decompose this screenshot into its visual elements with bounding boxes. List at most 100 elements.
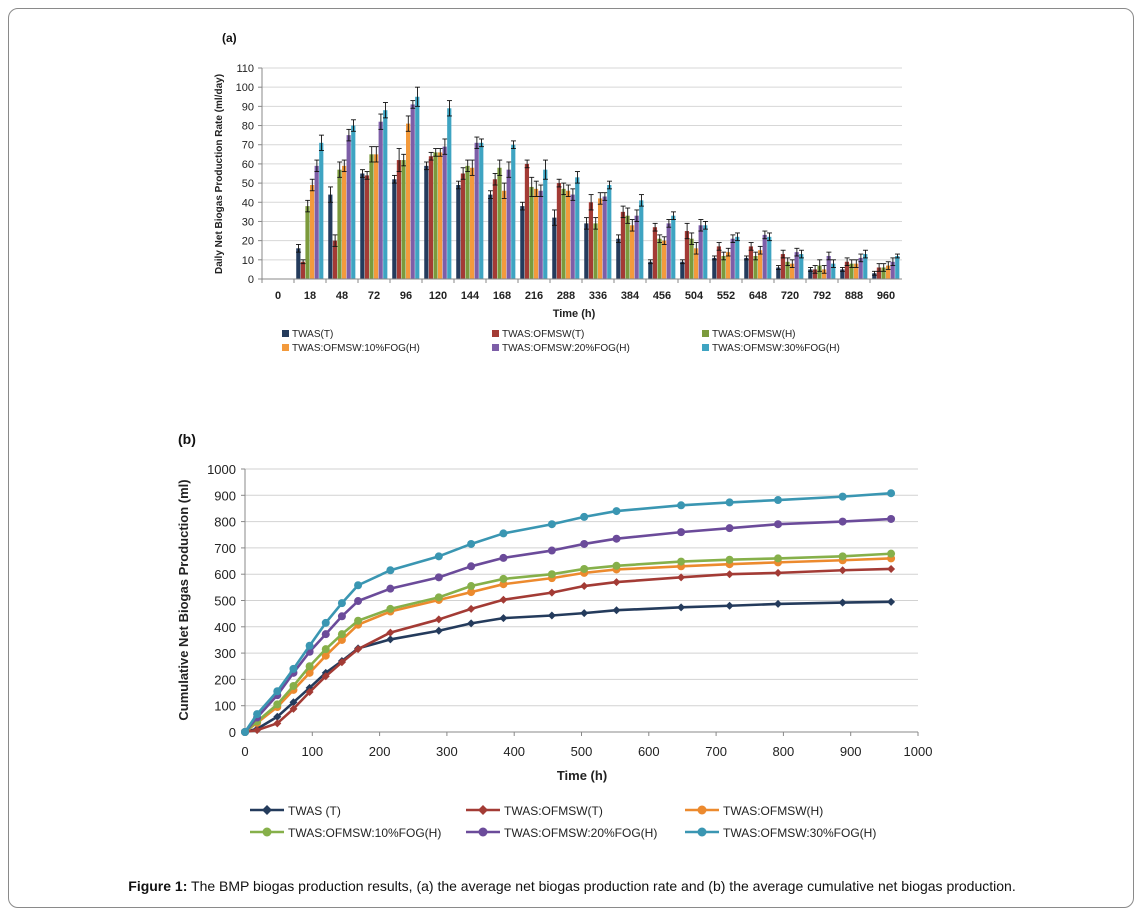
chart-b-point: [774, 599, 783, 608]
chart-a-x-axis-label: Time (h): [553, 308, 596, 320]
chart-a-x-tick-label: 552: [717, 290, 735, 302]
chart-a-bar: [872, 273, 877, 279]
chart-b-point: [612, 534, 621, 543]
chart-b-y-tick-label: 900: [214, 488, 236, 503]
chart-b-y-tick-label: 600: [214, 567, 236, 582]
chart-b-point: [273, 719, 282, 728]
chart-a-bar: [748, 246, 754, 279]
chart-a-legend-swatch: [702, 330, 709, 337]
figure-frame: [8, 8, 1134, 908]
chart-a-legend-swatch: [702, 344, 709, 351]
chart-b-legend-label: TWAS:OFMSW(T): [504, 804, 603, 818]
chart-a-x-tick-label: 504: [685, 290, 704, 302]
chart-b-legend-marker: [262, 805, 272, 815]
chart-b-point: [289, 664, 298, 673]
chart-b-point: [499, 529, 508, 538]
chart-b-point: [725, 601, 734, 610]
chart-b-point: [273, 700, 282, 709]
caption-label: Figure 1:: [128, 878, 188, 894]
chart-a-bar: [648, 261, 653, 279]
chart-a-bar: [575, 177, 580, 279]
chart-a-bar: [351, 125, 356, 279]
chart-b: (b) 0 100 200 300 400 500 600 700 800 900 1000 0 10…: [176, 431, 932, 840]
chart-b-series: [241, 489, 896, 736]
chart-a-bar: [602, 196, 607, 279]
chart-a-bar: [863, 254, 868, 279]
chart-a-bar: [840, 269, 845, 279]
chart-a-bar: [703, 225, 708, 279]
chart-a-x-tick-label: 336: [589, 290, 607, 302]
chart-a-bar: [712, 257, 717, 279]
chart-a-y-tick-label: 50: [242, 178, 254, 190]
chart-b-point: [580, 539, 589, 548]
chart-b-point: [612, 561, 621, 570]
chart-b-point: [386, 635, 395, 644]
chart-a-bar: [844, 261, 850, 279]
chart-a-bar: [671, 215, 676, 279]
chart-a-bar: [383, 110, 388, 279]
chart-a-x-tick-label: 456: [653, 290, 671, 302]
chart-a-bar: [698, 225, 703, 279]
chart-b-series-line: [244, 552, 892, 733]
chart-b-point: [321, 630, 330, 639]
chart-b-x-axis-label: Time (h): [557, 768, 607, 783]
chart-b-point: [434, 573, 443, 582]
chart-b-point: [434, 626, 443, 635]
chart-b-point: [547, 588, 556, 597]
chart-b-y-tick-label: 500: [214, 594, 236, 609]
chart-b-legend-label: TWAS:OFMSW(H): [723, 804, 823, 818]
chart-a-legend-label: TWAS:OFMSW:30%FOG(H): [712, 343, 840, 354]
chart-b-x-tick-label: 600: [638, 744, 660, 759]
chart-a-bar: [826, 255, 831, 279]
chart-b-point: [725, 570, 734, 579]
panel-b-label: (b): [178, 431, 196, 447]
chart-b-point: [499, 614, 508, 623]
chart-a-bar: [625, 215, 630, 279]
chart-b-point: [499, 553, 508, 562]
chart-b-point: [386, 604, 395, 613]
chart-a-bar: [598, 198, 603, 279]
chart-a-bar: [753, 255, 758, 279]
chart-b-point: [774, 554, 783, 563]
chart-a-bar: [328, 194, 333, 279]
chart-a-x-tick-label: 48: [336, 290, 348, 302]
chart-a-bar: [726, 252, 731, 279]
chart-a-bar: [300, 261, 306, 279]
chart-a-bar: [529, 186, 534, 279]
panel-a-label: (a): [222, 31, 237, 45]
figure-caption: Figure 1: The BMP biogas production resu…: [0, 878, 1144, 894]
chart-b-point: [547, 611, 556, 620]
chart-b-point: [289, 698, 298, 707]
chart-b-point: [305, 662, 314, 671]
chart-b-point: [305, 641, 314, 650]
chart-a-bar: [657, 238, 662, 279]
chart-b-point: [273, 687, 282, 696]
caption-text: The BMP biogas production results, (a) t…: [191, 878, 1016, 894]
chart-b-point: [467, 604, 476, 613]
chart-a-bar: [652, 227, 658, 279]
chart-b-point: [321, 645, 330, 654]
chart-b-series-group: [241, 549, 896, 736]
chart-a-bar: [895, 255, 900, 279]
chart-b-point: [354, 645, 363, 654]
chart-a-bar: [552, 217, 557, 279]
chart-a-legend-label: TWAS(T): [292, 329, 333, 340]
chart-b-point: [612, 606, 621, 615]
chart-b-point: [337, 630, 346, 639]
chart-a-x-tick-label: 648: [749, 290, 767, 302]
chart-b-point: [547, 546, 556, 555]
chart-a-bars: [296, 86, 900, 279]
chart-b-series-line: [244, 600, 892, 734]
chart-b-point: [386, 566, 395, 575]
chart-a-x-tick-label: 888: [845, 290, 863, 302]
chart-a-y-tick-label: 110: [236, 63, 254, 75]
chart-b-y-tick-label: 700: [214, 541, 236, 556]
chart-a-x-tick-label: 960: [877, 290, 895, 302]
chart-a-y-tick-label: 80: [242, 121, 254, 133]
chart-b-point: [774, 568, 783, 577]
chart-a-bar: [593, 223, 598, 279]
chart-b-y-tick-label: 200: [214, 672, 236, 687]
chart-a-bar: [447, 108, 452, 279]
chart-b-series-group: [241, 564, 896, 736]
chart-a-bar: [364, 175, 370, 279]
